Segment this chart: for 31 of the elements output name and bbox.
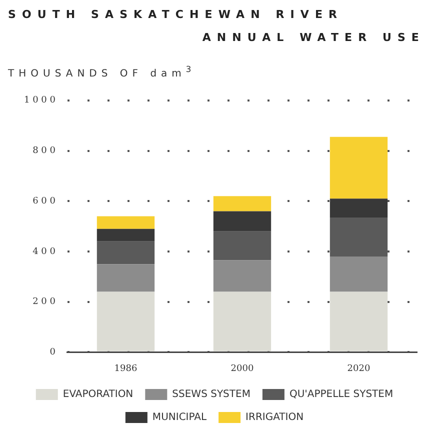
y-axis-title: THOUSANDS OF dam$^{3}$ xyxy=(8,64,197,80)
chart-subtitle: ANNUAL WATER USE xyxy=(201,31,425,44)
bar xyxy=(96,264,155,292)
x-tick-label: 2000 xyxy=(230,364,254,374)
x-tick-label: 2020 xyxy=(347,364,370,374)
bar xyxy=(96,216,155,230)
bar xyxy=(96,292,155,352)
bar xyxy=(96,242,155,264)
bar xyxy=(213,196,272,212)
legend-label: EVAPORATION xyxy=(62,389,134,400)
chart-title: SOUTH SASKATCHEWAN RIVER xyxy=(8,8,344,21)
legend-label: SSEWS SYSTEM xyxy=(172,389,250,400)
bar xyxy=(96,229,155,242)
legend-label: QU'APPELLE SYSTEM xyxy=(289,389,394,400)
bar xyxy=(213,212,272,232)
bar xyxy=(330,292,388,352)
y-tick-label: 6 0 0 xyxy=(32,196,56,207)
bar xyxy=(330,198,388,218)
y-tick-label: 2 0 0 xyxy=(32,298,56,308)
bar xyxy=(213,232,272,261)
bar xyxy=(330,137,388,199)
y-tick-label: 8 0 0 xyxy=(32,146,56,156)
y-tick-label: 4 0 0 xyxy=(32,247,56,258)
legend-label: IRRIGATION xyxy=(246,412,304,424)
legend-label: MUNICIPAL xyxy=(152,412,207,424)
bar xyxy=(213,260,272,292)
x-tick-label: 1986 xyxy=(114,364,138,374)
y-tick-label: 0 xyxy=(50,348,56,358)
y-tick-label: 1 0 0 0 xyxy=(24,96,56,106)
bar xyxy=(213,292,272,352)
bar xyxy=(330,256,388,292)
